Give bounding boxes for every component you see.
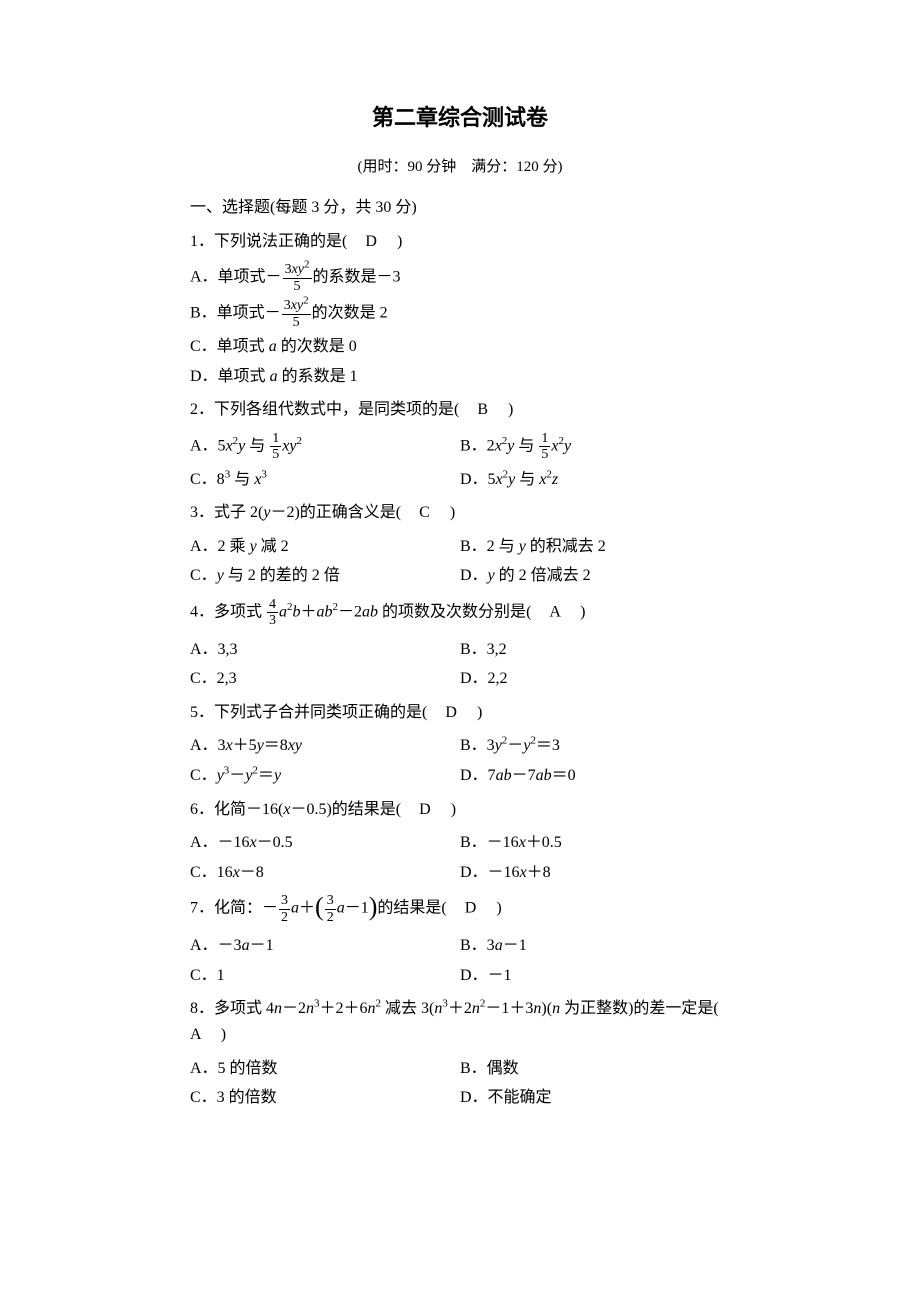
q6-optC: C．16x－8 [190,858,460,888]
q5-stem: 5．下列式子合并同类项正确的是( D ) [190,700,730,726]
q8-optA: A．5 的倍数 [190,1054,460,1084]
q2-text: 2．下列各组代数式中，是同类项的是 [190,401,454,418]
q6-optA: A．－16x－0.5 [190,828,460,858]
q6-options: A．－16x－0.5 B．－16x＋0.5 C．16x－8 D．－16x＋8 [190,828,730,887]
q6-answer: D [401,801,451,818]
q5-text: 5．下列式子合并同类项正确的是 [190,704,422,721]
fraction: 32 [279,893,290,925]
fraction: 15 [270,431,281,463]
q7-optA: A．－3a－1 [190,931,460,961]
fraction: 3xy25 [282,298,311,330]
q8-optD: D．不能确定 [460,1083,730,1113]
q2-optA: A．5x2y 与 15xy2 [190,429,460,465]
fraction: 15 [539,431,550,463]
q1-optA: A．单项式－3xy25的系数是－3 [190,260,730,296]
q6-optD: D．－16x＋8 [460,858,730,888]
q8-options: A．5 的倍数 B．偶数 C．3 的倍数 D．不能确定 [190,1054,730,1113]
q5-optB: B．3y2－y2＝3 [460,731,730,761]
q5-optA: A．3x＋5y＝8xy [190,731,460,761]
q2-options: A．5x2y 与 15xy2 B．2x2y 与 15x2y C．83 与 x3 … [190,429,730,494]
page-title: 第二章综合测试卷 [190,100,730,135]
q5-optC: C．y3－y2＝y [190,761,460,791]
q3-optB: B．2 与 y 的积减去 2 [460,532,730,562]
q5-optD: D．7ab－7ab＝0 [460,761,730,791]
q2-optD: D．5x2y 与 x2z [460,465,730,495]
q8-optB: B．偶数 [460,1054,730,1084]
q1-stem: 1．下列说法正确的是( D ) [190,229,730,255]
q2-optC: C．83 与 x3 [190,465,460,495]
q3-options: A．2 乘 y 减 2 B．2 与 y 的积减去 2 C．y 与 2 的差的 2… [190,532,730,591]
q3-optA: A．2 乘 y 减 2 [190,532,460,562]
q3-optD: D．y 的 2 倍减去 2 [460,561,730,591]
q3-optC: C．y 与 2 的差的 2 倍 [190,561,460,591]
q8-optC: C．3 的倍数 [190,1083,460,1113]
q2-stem: 2．下列各组代数式中，是同类项的是( B ) [190,397,730,423]
q3-stem: 3．式子 2(y－2)的正确含义是( C ) [190,500,730,526]
q1-answer: D [347,233,397,250]
q1-optB: B．单项式－3xy25的次数是 2 [190,296,730,332]
q8-stem: 8．多项式 4n－2n3＋2＋6n2 减去 3(n3＋2n2－1＋3n)(n 为… [190,996,730,1047]
q2-optB: B．2x2y 与 15x2y [460,429,730,465]
q6-stem: 6．化简－16(x－0.5)的结果是( D ) [190,797,730,823]
q3-answer: C [401,504,450,521]
q7-optB: B．3a－1 [460,931,730,961]
q5-answer: D [427,704,477,721]
q1-text: 1．下列说法正确的是 [190,233,342,250]
q4-optA: A．3,3 [190,635,460,665]
fraction: 3xy25 [283,262,312,294]
q2-answer: B [459,401,508,418]
q4-optD: D．2,2 [460,664,730,694]
q7-optC: C．1 [190,961,460,991]
q1-optC: C．单项式 a 的次数是 0 [190,332,730,362]
q7-options: A．－3a－1 B．3a－1 C．1 D．－1 [190,931,730,990]
q5-options: A．3x＋5y＝8xy B．3y2－y2＝3 C．y3－y2＝y D．7ab－7… [190,731,730,790]
q1-optD: D．单项式 a 的系数是 1 [190,362,730,392]
q7-optD: D．－1 [460,961,730,991]
fraction: 43 [267,597,278,629]
q4-optC: C．2,3 [190,664,460,694]
q6-optB: B．－16x＋0.5 [460,828,730,858]
q7-stem: 7．化简：－32a＋(32a－1)的结果是( D ) [190,893,730,925]
q7-answer: D [447,900,497,917]
q4-stem: 4．多项式 43a2b＋ab2－2ab 的项数及次数分别是( A ) [190,597,730,629]
q4-answer: A [531,603,580,620]
q4-optB: B．3,2 [460,635,730,665]
page-subtitle: (用时：90 分钟 满分：120 分) [190,155,730,179]
section-1-header: 一、选择题(每题 3 分，共 30 分) [190,195,730,221]
q4-options: A．3,3 B．3,2 C．2,3 D．2,2 [190,635,730,694]
fraction: 32 [325,893,336,925]
q1-options: A．单项式－3xy25的系数是－3 B．单项式－3xy25的次数是 2 C．单项… [190,260,730,391]
